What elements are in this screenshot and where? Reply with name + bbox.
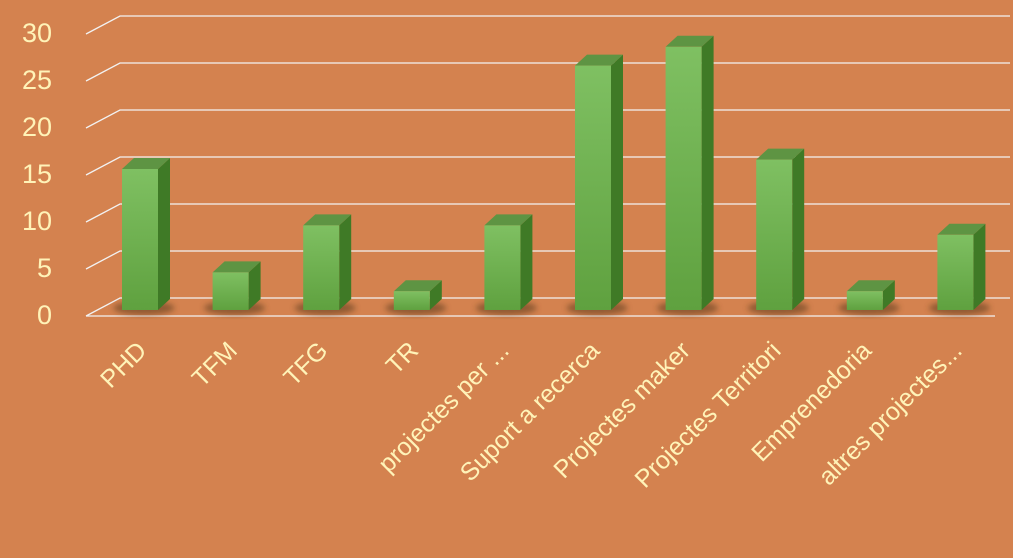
- bar-top: [756, 148, 805, 160]
- bar-top: [484, 214, 533, 226]
- gridline: [85, 203, 1010, 223]
- y-axis-ticks: 0 5 10 15 20 25 30: [22, 18, 52, 330]
- bar: [303, 214, 352, 310]
- bar: [484, 214, 533, 310]
- bar-side: [973, 223, 986, 310]
- gridline: [85, 109, 1010, 129]
- y-tick-label: 30: [22, 18, 52, 48]
- bar-top: [937, 223, 986, 235]
- bar-front: [846, 291, 883, 310]
- gridline: [85, 156, 1010, 176]
- bar-front: [575, 65, 611, 310]
- gridline: [85, 62, 1010, 82]
- x-tick-label: PHD: [95, 336, 152, 393]
- gridlines: [85, 15, 1010, 317]
- bar: [846, 280, 895, 310]
- x-tick-label: TR: [381, 336, 424, 379]
- bar-side: [429, 280, 442, 310]
- bar: [575, 54, 623, 310]
- bar-side: [701, 35, 714, 311]
- y-tick-label: 0: [37, 300, 52, 330]
- bar-front: [756, 159, 793, 310]
- bar-side: [792, 148, 805, 310]
- bar: [212, 261, 261, 310]
- bar-top: [393, 280, 442, 292]
- y-tick-label: 5: [37, 253, 52, 283]
- bar-side: [339, 214, 352, 310]
- bar-front: [665, 46, 702, 311]
- bar-side: [158, 158, 170, 310]
- bar-front: [937, 234, 974, 310]
- bar-side: [882, 280, 895, 310]
- bar-top: [575, 54, 623, 66]
- bar-top: [846, 280, 895, 292]
- x-tick-label: TFG: [278, 336, 333, 391]
- bar: [756, 148, 805, 310]
- bar-top: [665, 35, 714, 47]
- bar-side: [520, 214, 533, 310]
- y-tick-label: 20: [22, 112, 52, 142]
- bar-top: [303, 214, 352, 226]
- bar-top: [212, 261, 261, 273]
- bar-top: [122, 158, 170, 169]
- bar-front: [393, 291, 430, 310]
- bar-front: [212, 272, 249, 310]
- y-tick-label: 15: [22, 159, 52, 189]
- bar-front: [303, 225, 340, 310]
- bar: [665, 35, 714, 311]
- bar: [937, 223, 986, 310]
- bar-side: [611, 54, 623, 310]
- bar: [122, 158, 170, 310]
- bar-front: [484, 225, 521, 310]
- gridline: [85, 15, 1010, 35]
- y-tick-label: 10: [22, 206, 52, 236]
- bar-front: [122, 169, 158, 310]
- x-tick-label: TFM: [187, 336, 243, 392]
- bars: [122, 35, 986, 311]
- bar: [393, 280, 442, 310]
- bar-side: [248, 261, 261, 310]
- y-tick-label: 25: [22, 65, 52, 95]
